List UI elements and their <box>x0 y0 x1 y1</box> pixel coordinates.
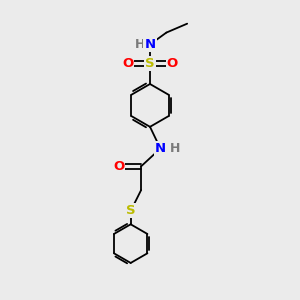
Text: O: O <box>113 160 124 173</box>
Text: H: H <box>135 38 146 51</box>
Text: N: N <box>155 142 166 155</box>
Text: O: O <box>167 57 178 70</box>
Text: O: O <box>122 57 133 70</box>
Text: H: H <box>170 142 181 155</box>
Text: S: S <box>145 57 155 70</box>
Text: N: N <box>144 38 156 51</box>
Text: S: S <box>126 204 136 218</box>
